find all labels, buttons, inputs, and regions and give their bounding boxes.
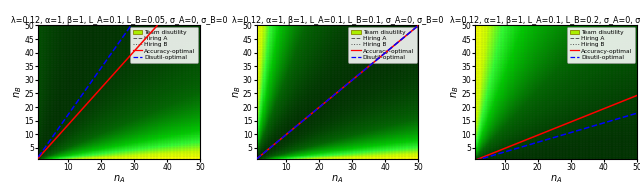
Y-axis label: $n_B$: $n_B$ [13, 86, 24, 98]
Title: λ=0.12, α=1, β=1, L_A=0.1, L_B=0.1, σ_A=0, σ_B=0: λ=0.12, α=1, β=1, L_A=0.1, L_B=0.1, σ_A=… [232, 16, 444, 25]
Legend: Team disutility, Hiring A, Hiring B, Accuracy-optimal, Disutil-optimal: Team disutility, Hiring A, Hiring B, Acc… [566, 27, 635, 63]
Title: λ=0.12, α=1, β=1, L_A=0.1, L_B=0.05, σ_A=0, σ_B=0: λ=0.12, α=1, β=1, L_A=0.1, L_B=0.05, σ_A… [11, 16, 227, 25]
Title: λ=0.12, α=1, β=1, L_A=0.1, L_B=0.2, σ_A=0, σ_B=0: λ=0.12, α=1, β=1, L_A=0.1, L_B=0.2, σ_A=… [450, 16, 640, 25]
X-axis label: $n_A$: $n_A$ [113, 173, 125, 185]
X-axis label: $n_A$: $n_A$ [332, 173, 344, 185]
Legend: Team disutility, Hiring A, Hiring B, Accuracy-optimal, Disutil-optimal: Team disutility, Hiring A, Hiring B, Acc… [348, 27, 417, 63]
Y-axis label: $n_B$: $n_B$ [231, 86, 243, 98]
Y-axis label: $n_B$: $n_B$ [449, 86, 461, 98]
Legend: Team disutility, Hiring A, Hiring B, Accuracy-optimal, Disutil-optimal: Team disutility, Hiring A, Hiring B, Acc… [130, 27, 198, 63]
X-axis label: $n_A$: $n_A$ [550, 173, 562, 185]
